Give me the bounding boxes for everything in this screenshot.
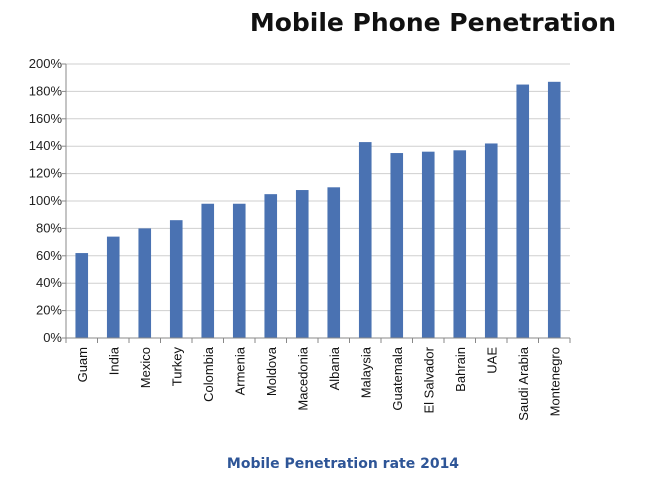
bars [75,81,561,338]
y-tick-label: 60% [36,248,62,263]
x-tick-label: Guatemala [390,346,405,410]
y-tick-labels: 0% 20% 40% 60% 80% 100% 120% 140% 160% 180% 200% [29,56,63,345]
x-tick-label: UAE [484,347,499,374]
y-tick-label: 160% [29,111,63,126]
x-tick-label: Macedonia [295,346,310,410]
y-tick-label: 120% [29,166,63,181]
chart-title: Mobile Phone Penetration [249,8,616,37]
bar-uae [484,143,498,338]
x-tick-label: Malaysia [358,346,373,398]
y-tick-label: 200% [29,56,63,71]
bar-armenia [232,203,246,338]
x-tick-labels: Guam India Mexico Turkey Colombia Armenia Mold… [75,346,563,421]
bar-montenegro [547,81,561,338]
bar-colombia [201,203,215,338]
bar-el-salvador [421,151,435,338]
axes [65,64,571,343]
x-tick-label: Montenegro [547,347,562,416]
y-tick-label: 0% [43,330,62,345]
y-tick-label: 180% [29,83,63,98]
x-tick-label: Saudi Arabia [516,346,531,420]
bar-bahrain [453,150,467,338]
chart-subtitle: Mobile Penetration rate 2014 [226,456,460,472]
y-tick-label: 140% [29,138,63,153]
x-tick-label: Mexico [138,347,153,388]
x-tick-label: El Salvador [421,346,436,413]
x-tick-label: Colombia [201,346,216,402]
bar-mexico [138,228,152,338]
x-tick-label: Albania [327,346,342,390]
x-tick-label: Turkey [169,347,184,387]
bar-albania [327,187,341,338]
x-tick-label: Bahrain [453,347,468,392]
bar-malaysia [358,142,372,338]
y-tick-label: 80% [36,220,62,235]
x-tick-label: Moldova [264,346,279,396]
x-tick-label: India [106,346,121,375]
bar-saudi-arabia [516,84,530,338]
bar-guatemala [390,153,404,338]
x-tick-label: Armenia [232,346,247,395]
bar-turkey [169,220,183,338]
bar-macedonia [295,190,309,338]
bar-guam [75,253,89,338]
bar-moldova [264,194,278,338]
x-tick-label: Guam [75,347,90,382]
y-tick-label: 100% [29,193,63,208]
y-tick-label: 20% [36,303,62,318]
y-tick-label: 40% [36,275,62,290]
bar-india [106,236,120,338]
